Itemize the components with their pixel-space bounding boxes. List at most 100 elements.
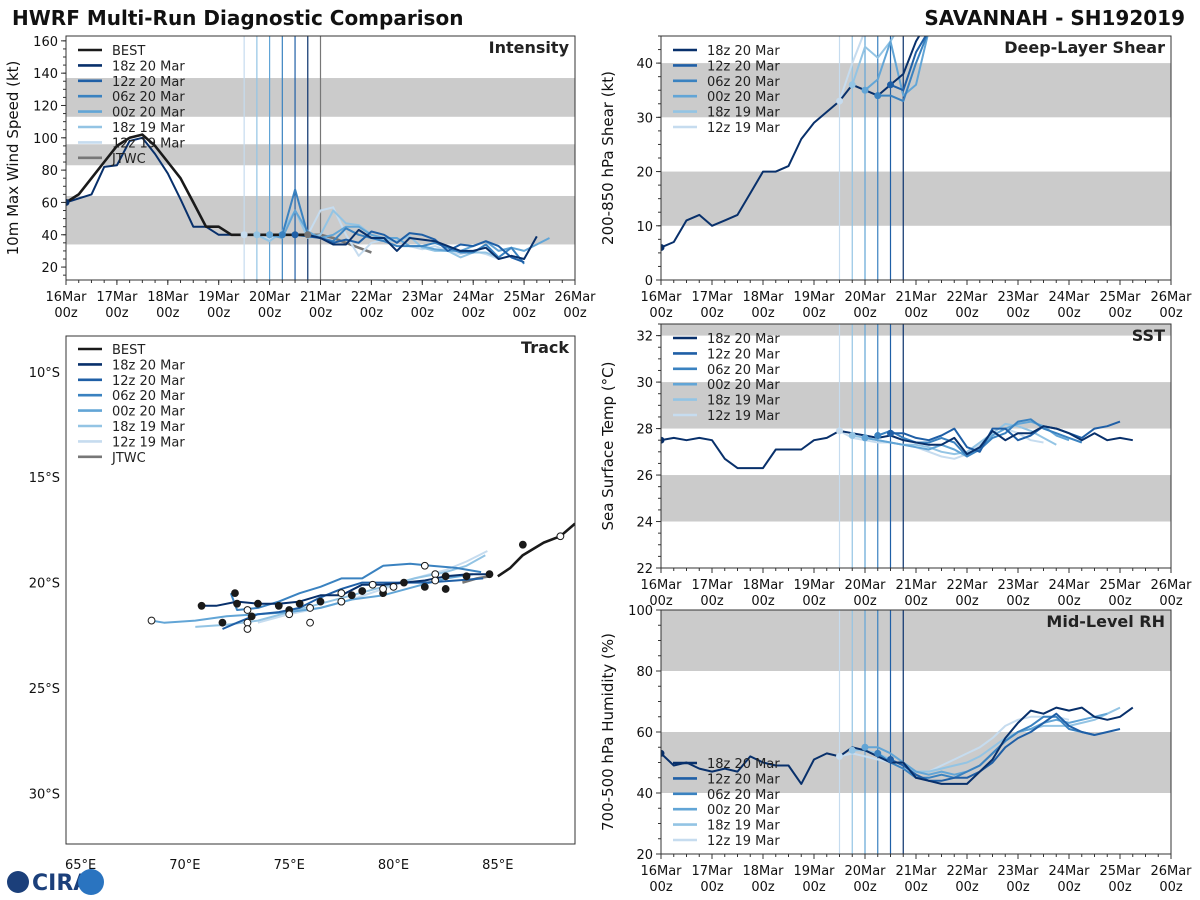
legend-label: 18z 20 Mar [707,332,780,347]
track-marker [197,601,206,610]
y-tick-label: 160 [33,35,58,50]
x-tick-label: 18Mar [742,864,784,879]
x-tick-label: 00z [853,880,877,895]
x-tick-label: 00z [853,594,877,609]
track-marker [231,589,239,598]
x-tick-label: 00z [258,306,282,321]
track-marker [218,618,227,627]
legend-label: 18z 19 Mar [707,819,780,834]
series-line [890,36,927,92]
track-marker [420,582,429,591]
x-tick-label: 18Mar [147,290,189,305]
x-tick-label: 00z [411,306,435,321]
track-marker [379,585,387,593]
x-tick-label: 00z [1057,306,1081,321]
x-tick-label: 22Mar [946,864,988,879]
x-tick-label: 80°E [378,858,409,873]
track-marker [243,625,252,633]
x-tick-label: 00z [1108,594,1132,609]
track-marker [316,597,325,606]
chart-intensity: 2040608010012014016016Mar00z17Mar00z18Ma… [4,35,596,321]
x-tick-label: 75°E [274,858,305,873]
x-tick-label: 26Mar [1150,578,1192,593]
x-tick-label: 00z [1006,594,1030,609]
y-tick-label: 24 [636,516,653,531]
chart-rh: 2040608010016Mar00z17Mar00z18Mar00z19Mar… [599,604,1192,895]
y-tick-label: 26 [636,469,653,484]
legend-label: 06z 20 Mar [707,788,780,803]
init-marker [874,749,882,757]
legend-label: 00z 20 Mar [707,378,780,393]
legend-label: 12z 19 Mar [707,121,780,136]
init-marker [836,752,843,760]
y-tick-label: 22 [636,562,653,577]
legend-label: 00z 20 Mar [707,803,780,818]
track-marker [233,599,241,608]
x-tick-label: 00z [700,306,724,321]
x-tick-label: 00z [802,306,826,321]
x-tick-label: 24Mar [1048,578,1090,593]
init-marker [661,436,665,444]
series-line [877,36,928,103]
series-group [66,133,550,265]
panel-title: SST [1132,326,1165,345]
panel-title: Mid-Level RH [1046,612,1165,631]
init-marker [874,92,882,100]
x-tick-label: 16Mar [45,290,87,305]
shade-band [661,63,1171,118]
x-tick-label: 00z [54,306,78,321]
x-tick-label: 25Mar [1099,864,1141,879]
legend-label: 12z 19 Mar [707,834,780,849]
track-marker [431,576,440,585]
track-marker [147,616,156,625]
y-tick-label: 30°S [29,787,60,802]
track-marker [347,591,356,600]
legend-label: 00z 20 Mar [707,90,780,105]
panel-title: Deep-Layer Shear [1004,38,1165,57]
y-tick-label: 25°S [29,682,60,697]
x-tick-label: 22Mar [946,290,988,305]
x-tick-label: 23Mar [997,290,1039,305]
x-tick-label: 00z [563,306,587,321]
init-marker [661,243,665,251]
x-tick-label: 26Mar [554,290,596,305]
x-tick-label: 18Mar [742,578,784,593]
y-tick-label: 15°S [29,471,60,486]
series-group [661,36,929,251]
y-tick-label: 40 [636,787,653,802]
x-tick-label: 00z [207,306,231,321]
shade-band [661,382,1171,429]
x-tick-label: 26Mar [1150,864,1192,879]
x-tick-label: 00z [751,306,775,321]
legend-label: 12z 20 Mar [112,75,185,90]
y-axis-label: 700-500 hPa Humidity (%) [599,633,617,831]
x-tick-label: 00z [955,306,979,321]
legend-label: 12z 20 Mar [707,347,780,362]
y-tick-label: 140 [33,67,58,82]
x-tick-label: 00z [462,306,486,321]
x-tick-label: 00z [649,880,673,895]
series-group [661,706,1134,785]
init-marker [304,231,312,239]
panel-title: Intensity [489,38,570,57]
y-tick-label: 20 [636,166,653,181]
legend-label: 00z 20 Mar [112,405,185,420]
y-axis-label: 10m Max Wind Speed (kt) [4,61,22,256]
track-marker [556,532,565,541]
x-tick-label: 25Mar [504,290,546,305]
x-tick-label: 20Mar [844,290,886,305]
legend-label: 18z 20 Mar [707,44,780,59]
track-marker [337,589,346,598]
legend-label: 12z 19 Mar [707,409,780,424]
y-tick-label: 60 [636,726,653,741]
legend-label: 18z 19 Mar [707,394,780,409]
legend-label: 06z 20 Mar [112,389,185,404]
y-tick-label: 32 [636,330,653,345]
x-tick-label: 00z [751,594,775,609]
x-tick-label: 23Mar [997,864,1039,879]
x-tick-label: 17Mar [691,290,733,305]
y-tick-label: 0 [645,274,653,289]
y-tick-label: 10°S [29,366,60,381]
